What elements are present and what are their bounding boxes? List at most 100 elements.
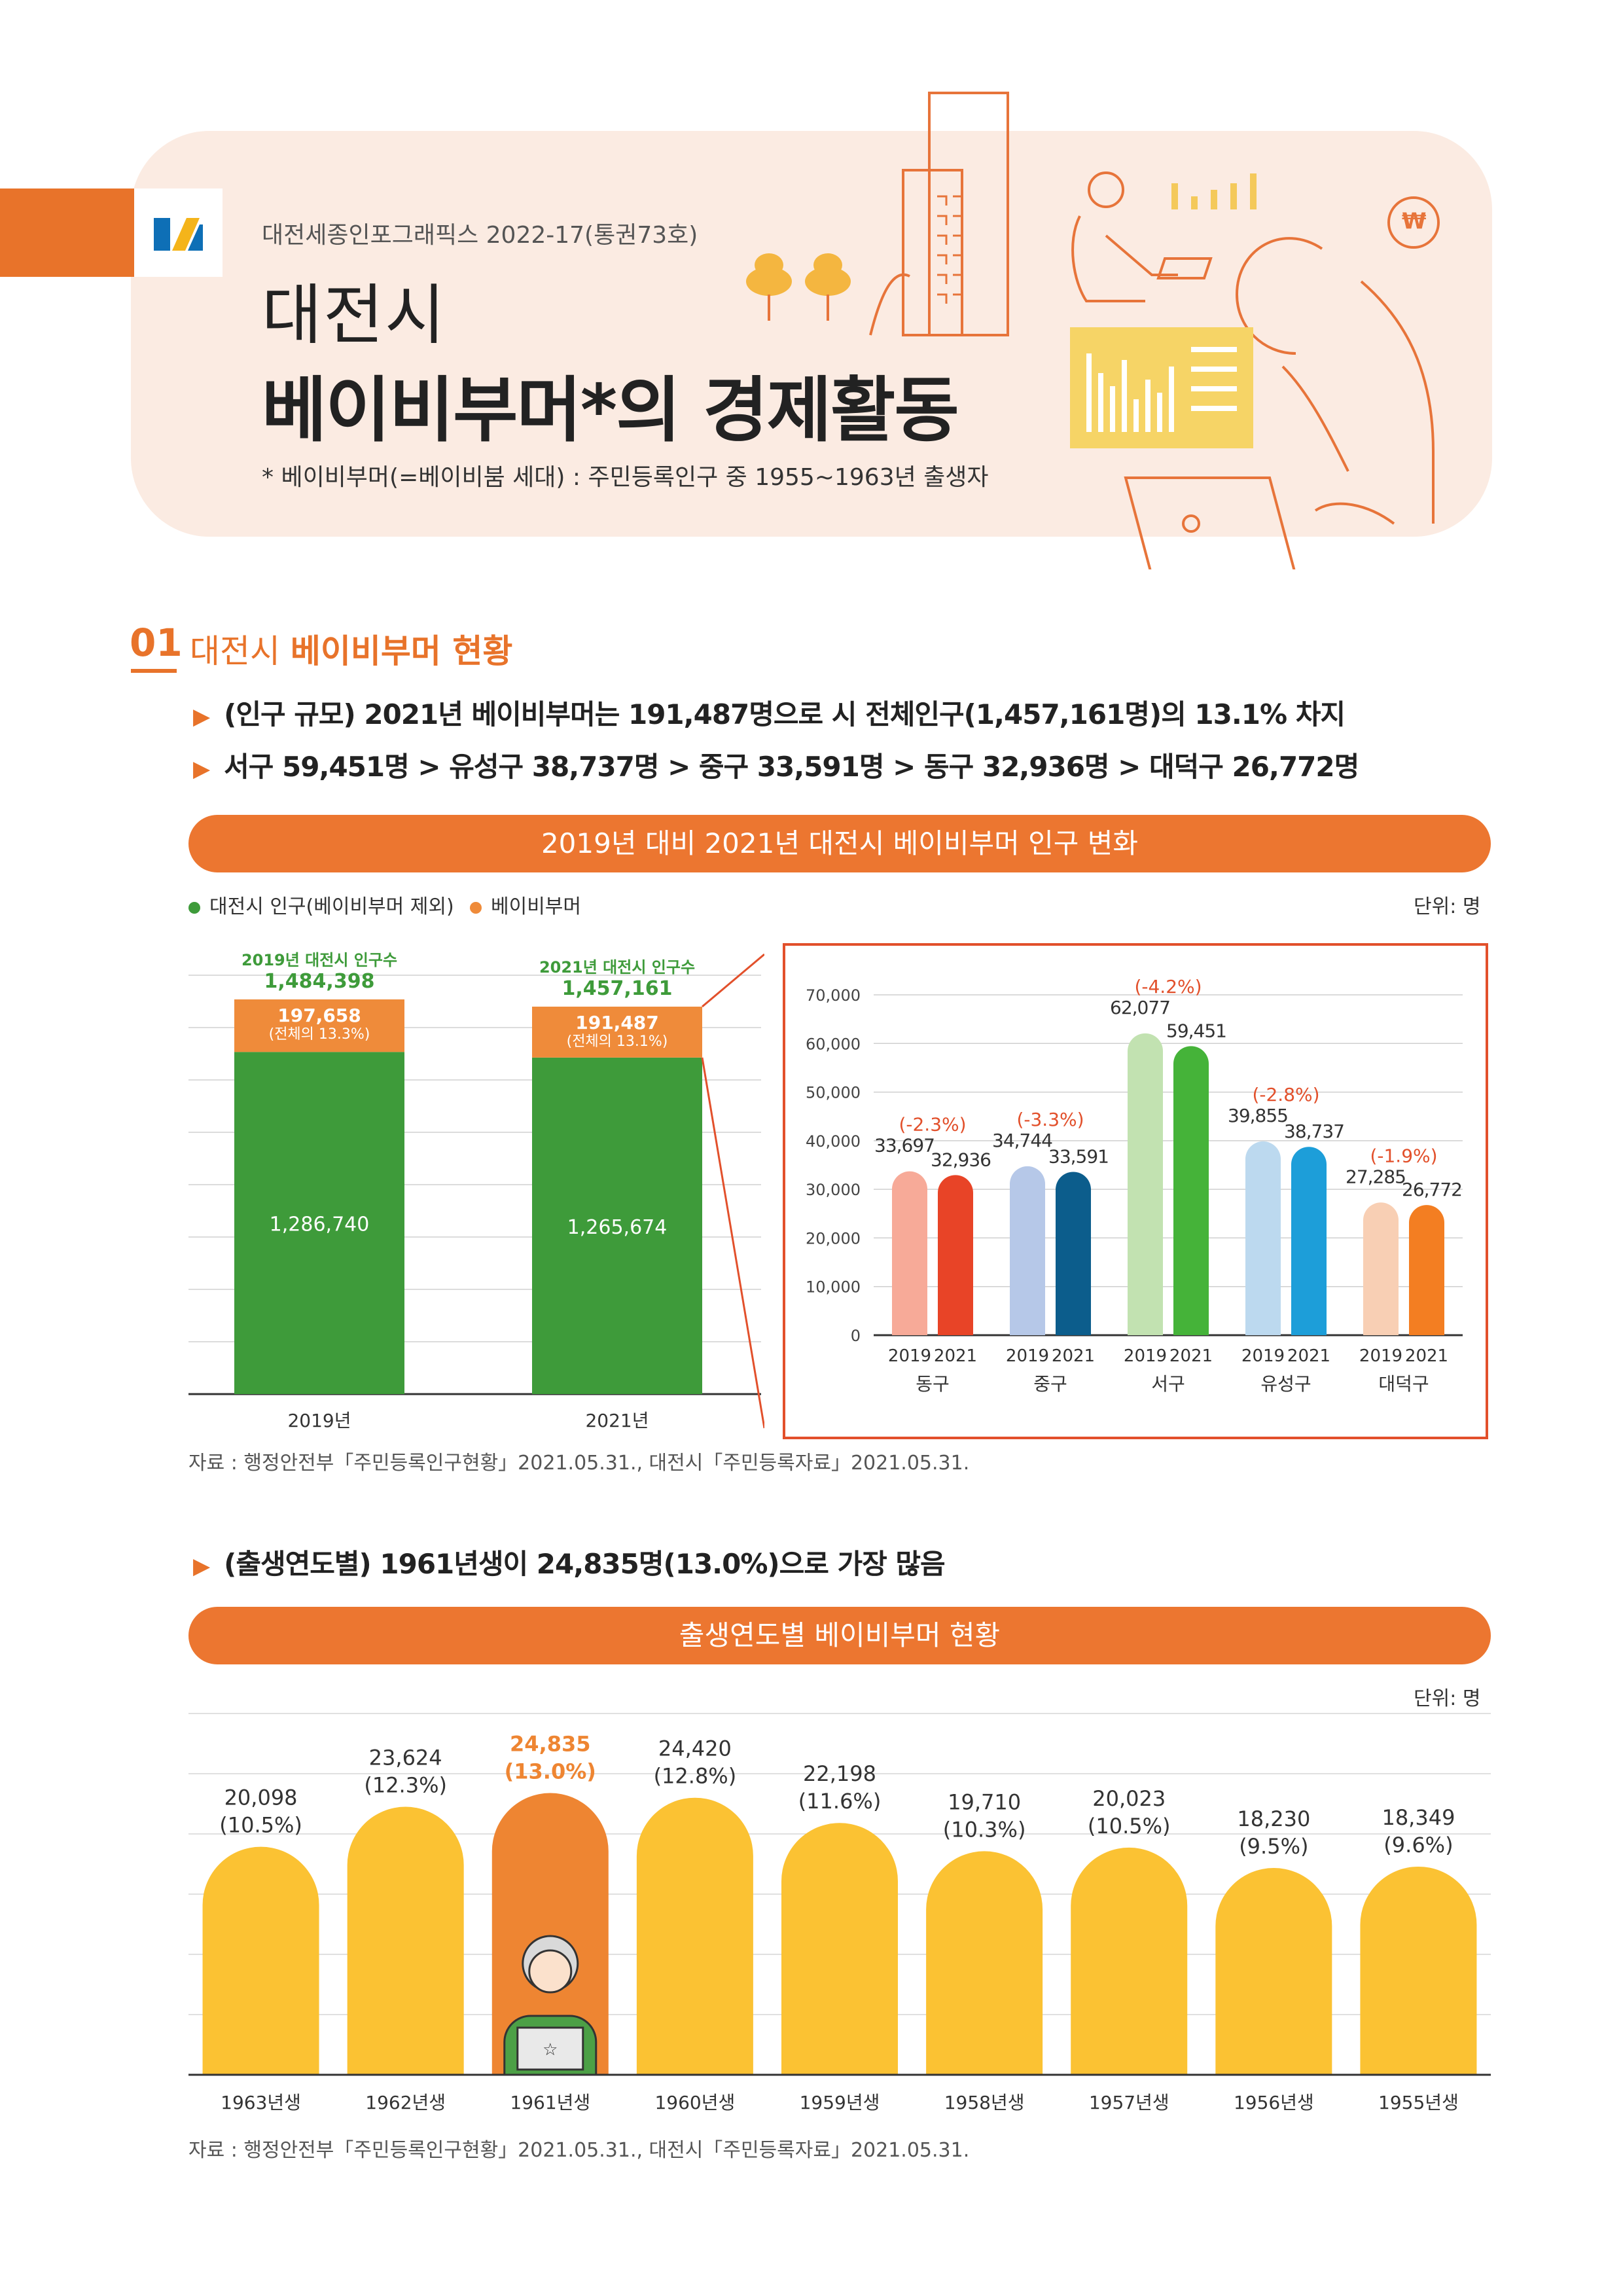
value-label: 22,198 [803, 1761, 876, 1786]
percent-label: (11.6%) [798, 1789, 882, 1814]
bar-2021 [1056, 1172, 1091, 1335]
total-population-chart: 1,286,740 197,658(전체의 13.3%) 2019년 대전시 인구수… [188, 951, 764, 1431]
value-label: 33,591 [1048, 1145, 1109, 1167]
bar-label-boomer-share: (전체의 13.1%) [567, 1033, 668, 1050]
header-background [131, 131, 1492, 537]
bar-birth-year [491, 1793, 609, 2075]
x-tick-label: 2019년 [287, 1410, 351, 1431]
bullet-birth-year: ▶ (출생연도별) 1961년생이 24,835명(13.0%)으로 가장 많음 [193, 1548, 946, 1580]
bar-boomer [234, 999, 404, 1052]
zoom-connector-top [702, 953, 764, 1008]
bar-birth-year [1215, 1868, 1332, 2075]
value-label: 19,710 [948, 1789, 1021, 1814]
title-footnote: * 베이비부머(=베이비붐 세대) : 주민등록인구 중 1955~1963년 … [262, 464, 989, 491]
legend-boomer: 베이비부머 [470, 890, 581, 919]
page-title-line2: 베이비부머*의 경제활동 [262, 370, 959, 452]
header-illustration [746, 92, 1440, 569]
value-label: 26,772 [1402, 1179, 1462, 1200]
value-label: 59,451 [1166, 1020, 1226, 1041]
bar-birth-year [926, 1851, 1043, 2075]
bar-2021 [1291, 1147, 1327, 1335]
y-tick-label: 70,000 [806, 986, 861, 1005]
won-icon: ₩ [1402, 208, 1427, 234]
x-tick-label: 1957년생 [1089, 2092, 1169, 2113]
birth-year-chart: 20,098 (10.5%) 1963년생 23,624 (12.3%) 1962년생 24… [188, 1713, 1491, 2113]
bar-boomer [532, 1007, 702, 1058]
x-tick-label: 1955년생 [1378, 2092, 1459, 2113]
x-tick-label: 1962년생 [365, 2092, 446, 2113]
total-caption: 2019년 대전시 인구수 [241, 951, 397, 969]
bar-birth-year [1360, 1866, 1477, 2075]
x-tick-label: 1963년생 [221, 2092, 301, 2113]
section-title: 대전시 베이비부머 현황 [190, 632, 513, 670]
value-label: 32,936 [931, 1149, 991, 1170]
unit-label-2: 단위: 명 [1414, 1687, 1481, 1710]
district-label: 중구 [1033, 1373, 1067, 1395]
bar-2019 [1128, 1033, 1163, 1335]
percent-label: (9.6%) [1383, 1833, 1453, 1857]
svg-text:☆: ☆ [543, 2040, 558, 2060]
x-tick-label: 1958년생 [944, 2092, 1025, 2113]
district-label: 동구 [916, 1373, 950, 1395]
bar-2021 [1409, 1205, 1444, 1335]
bar-label-boomer: 191,487 [575, 1012, 659, 1033]
district-label: 서구 [1151, 1373, 1185, 1395]
total-value: 1,484,398 [264, 970, 375, 993]
percent-label: (10.3%) [943, 1817, 1026, 1842]
header-accent-bar [0, 188, 134, 277]
bar-birth-year [1071, 1847, 1188, 2075]
change-label: (-2.8%) [1252, 1084, 1319, 1105]
bar-2021 [938, 1175, 973, 1335]
year-tick-label: 2021 [1287, 1346, 1330, 1366]
y-tick-label: 50,000 [806, 1084, 861, 1102]
bar-label-non-boomer: 1,265,674 [567, 1216, 668, 1239]
bar-2021 [1173, 1046, 1209, 1335]
value-label: 39,855 [1228, 1105, 1288, 1126]
year-tick-label: 2021 [1052, 1346, 1095, 1366]
value-label: 18,230 [1237, 1806, 1310, 1831]
x-tick-label: 1960년생 [654, 2092, 735, 2113]
year-tick-label: 2019 [1359, 1346, 1402, 1366]
bar-birth-year [781, 1823, 898, 2075]
series-title: 대전세종인포그래픽스 2022-17(통권73호) [262, 222, 698, 249]
x-tick-label: 1959년생 [800, 2092, 880, 2113]
percent-label: (10.5%) [219, 1813, 302, 1838]
change-label: (-4.2%) [1134, 976, 1202, 997]
value-label: 18,349 [1382, 1805, 1455, 1830]
percent-label: (9.5%) [1239, 1834, 1308, 1859]
bullet-population: ▶ (인구 규모) 2021년 베이비부머는 191,487명으로 시 전체인구(… [193, 698, 1346, 730]
total-value: 1,457,161 [562, 977, 673, 1000]
value-label: 33,697 [874, 1135, 935, 1157]
value-label: 24,420 [658, 1736, 732, 1761]
bar-birth-year [347, 1806, 464, 2075]
value-label: 20,023 [1092, 1786, 1166, 1811]
value-label: 27,285 [1346, 1166, 1406, 1187]
x-tick-label: 1956년생 [1234, 2092, 1314, 2113]
logo [134, 188, 223, 277]
percent-label: (12.8%) [654, 1764, 737, 1789]
y-tick-label: 0 [851, 1327, 861, 1345]
bar-2019 [1010, 1166, 1045, 1335]
logo-icon [154, 218, 203, 251]
district-boomer-chart: 0 10,000 20,000 30,000 40,000 50,000 60,000 70,… [783, 943, 1488, 1439]
year-tick-label: 2021 [1169, 1346, 1213, 1366]
year-tick-label: 2019 [1006, 1346, 1049, 1366]
bar-label-boomer: 197,658 [277, 1005, 361, 1026]
x-tick-label: 2021년 [585, 1410, 649, 1431]
y-tick-label: 10,000 [806, 1278, 861, 1297]
zoom-connector-bottom [701, 1057, 764, 1429]
y-tick-label: 40,000 [806, 1132, 861, 1151]
year-tick-label: 2021 [1405, 1346, 1448, 1366]
year-tick-label: 2019 [1241, 1346, 1285, 1366]
chart1-title-pill: 2019년 대비 2021년 대전시 베이비부머 인구 변화 [188, 815, 1491, 872]
percent-label: (13.0%) [505, 1759, 596, 1784]
percent-label: (12.3%) [364, 1773, 447, 1798]
x-tick-label: 1961년생 [510, 2092, 590, 2113]
bar-non-boomer [532, 1057, 702, 1394]
source-note-1: 자료 : 행정안전부「주민등록인구현황」2021.05.31., 대전시「주민등… [188, 1452, 970, 1475]
value-label: 24,835 [510, 1732, 590, 1757]
page-title-line1: 대전시 [262, 277, 446, 353]
bar-birth-year [202, 1846, 319, 2075]
bar-2019 [892, 1171, 927, 1335]
bar-2019 [1245, 1141, 1281, 1335]
